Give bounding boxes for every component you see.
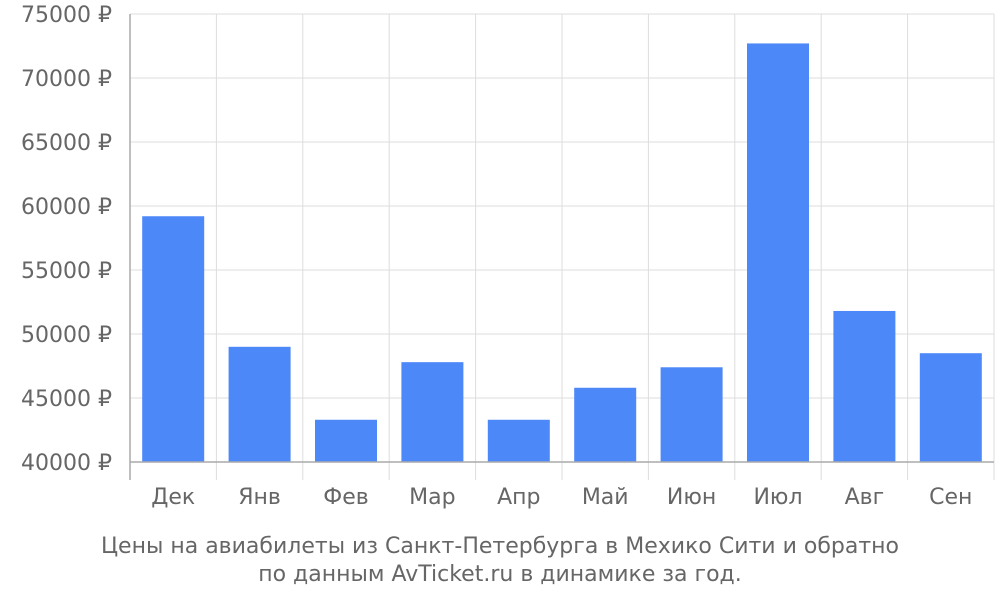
bar-Дек bbox=[142, 216, 205, 462]
bar-Апр bbox=[487, 419, 550, 462]
x-tick-label: Июн bbox=[667, 485, 716, 510]
y-axis-labels: 40000 ₽ 45000 ₽ 50000 ₽ 55000 ₽ 60000 ₽ 65000… bbox=[21, 3, 112, 476]
x-tick-label: Май bbox=[582, 485, 629, 510]
chart-caption-line-1: Цены на авиабилеты из Санкт-Петербурга в… bbox=[100, 534, 900, 559]
x-tick-label: Авг bbox=[845, 485, 885, 510]
x-tick-label: Апр bbox=[497, 485, 540, 510]
bar-Июн bbox=[660, 367, 723, 462]
y-tick-label: 75000 ₽ bbox=[21, 3, 112, 28]
chart-caption-line-2: по данным AvTicket.ru в динамике за год. bbox=[258, 562, 742, 587]
x-tick-label: Янв bbox=[238, 485, 281, 510]
x-tick-label: Дек bbox=[151, 485, 195, 510]
x-tick-label: Сен bbox=[929, 485, 972, 510]
bar-Май bbox=[574, 387, 637, 462]
y-tick-label: 65000 ₽ bbox=[21, 131, 112, 156]
x-axis-labels: Дек Янв Фев Мар Апр Май Июн Июл Авг Сен bbox=[151, 485, 972, 510]
bar-Мар bbox=[401, 362, 464, 462]
y-tick-label: 45000 ₽ bbox=[21, 387, 112, 412]
y-tick-label: 50000 ₽ bbox=[21, 323, 112, 348]
y-tick-label: 70000 ₽ bbox=[21, 67, 112, 92]
bar-Янв bbox=[228, 346, 291, 462]
y-tick-label: 60000 ₽ bbox=[21, 195, 112, 220]
bar-Авг bbox=[833, 310, 896, 462]
y-tick-label: 55000 ₽ bbox=[21, 259, 112, 284]
grid-lines bbox=[129, 13, 995, 480]
bar-Сен bbox=[919, 353, 982, 462]
bars bbox=[142, 43, 982, 462]
axes bbox=[129, 14, 994, 480]
x-tick-label: Фев bbox=[323, 485, 368, 510]
y-tick-label: 40000 ₽ bbox=[21, 451, 112, 476]
bar-Июл bbox=[747, 43, 809, 462]
bar-chart: 40000 ₽ 45000 ₽ 50000 ₽ 55000 ₽ 60000 ₽ 65000… bbox=[21, 3, 995, 510]
x-tick-label: Июл bbox=[753, 485, 802, 510]
bar-Фев bbox=[315, 419, 377, 462]
x-tick-label: Мар bbox=[409, 485, 455, 510]
